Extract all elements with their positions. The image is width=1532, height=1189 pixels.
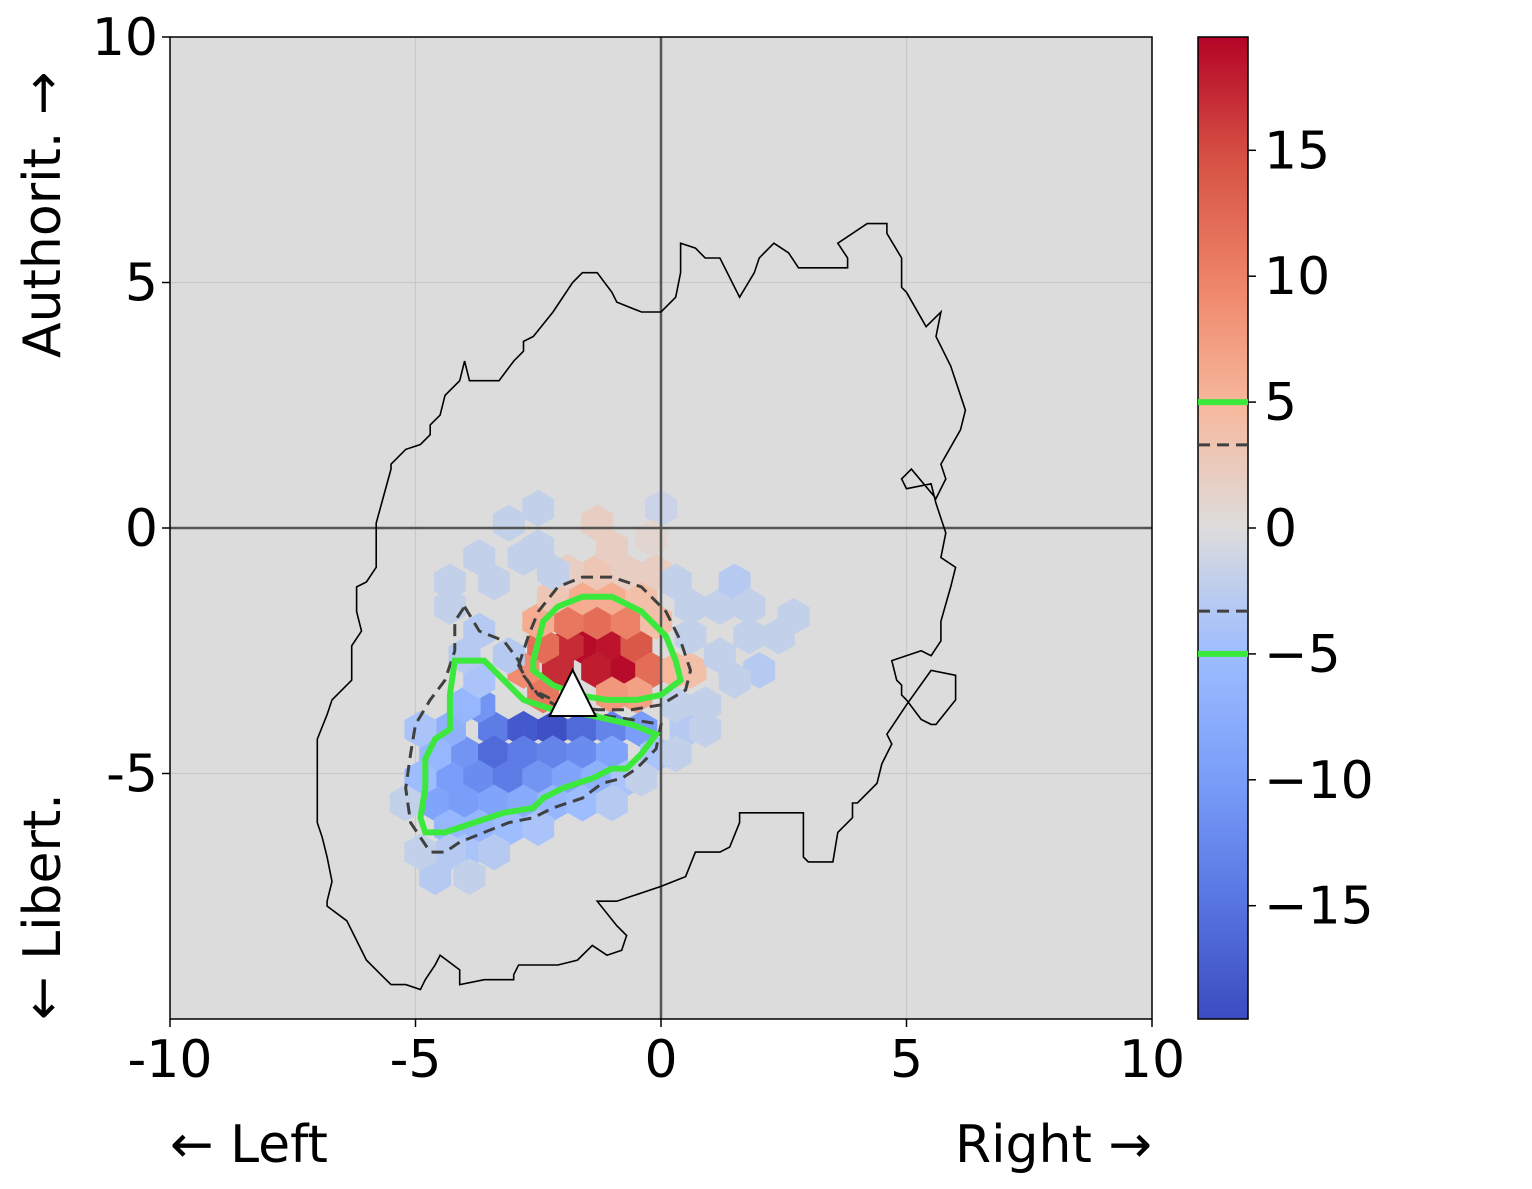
hex-cell [595,627,628,665]
hex-cell [507,735,540,773]
hex-cell [537,553,569,591]
hex-cell [581,504,614,542]
mean-marker [548,667,598,717]
hex-cell [492,504,525,542]
colorbar: 15 10 5 0 −5 −10 −15 [1197,36,1374,1020]
colorbar-tick-label: 10 [1264,247,1330,307]
hex-cell [689,686,722,724]
x-tick-label: -5 [390,1030,442,1090]
hex-cell [595,784,628,822]
y-tick-label: 0 [125,499,158,559]
hex-cell [404,760,437,797]
hex-cell [620,676,653,714]
y-tick-label: 10 [92,8,158,68]
hex-cell [448,784,481,822]
colorbar-tick-label: −5 [1264,625,1341,685]
y-tick-label: -5 [106,745,158,805]
x-label-left: ← Left [170,1115,328,1175]
y-tick-label: 5 [125,254,158,314]
colorbar-gradient [1197,36,1249,1020]
hex-cell [635,651,668,689]
x-tick-label: 5 [890,1030,923,1090]
hex-cell [581,651,614,689]
hex-cell [448,686,481,724]
hex-cell [743,651,776,689]
triangle-marker [548,667,598,717]
hex-cell [433,760,466,797]
y-label-bottom: ← Libert. [13,793,73,1020]
y-label-top: Authorit. → [13,71,73,358]
hex-cell [777,597,810,635]
hex-cell [659,686,692,724]
hex-cell [478,563,510,601]
hex-cell [453,858,486,896]
hex-cell [522,489,555,527]
hex-cell [659,735,692,773]
colorbar-tick-label: 0 [1264,499,1297,559]
outer-contour [316,222,967,991]
hex-cell [389,784,422,822]
colorbar-tick-label: 5 [1264,373,1297,433]
hex-cell [463,661,496,699]
hex-cell [718,661,751,699]
hex-cell [689,710,722,748]
hex-cell [595,676,628,714]
hex-cell [522,602,555,640]
hex-cell [703,588,736,625]
hex-cell [733,588,766,625]
hex-cell [566,710,599,748]
axis-ticks: -10 -5 0 5 10 -5 0 5 10 [92,8,1185,1090]
hex-cell [448,735,481,773]
hex-cell [581,602,614,640]
hex-cell [419,858,452,896]
x-tick-label: -10 [128,1030,213,1090]
contour-negative-dashed [404,603,663,854]
hex-cell [433,809,466,846]
hex-cell [478,833,510,871]
x-tick-label: 0 [644,1030,677,1090]
hex-cell [478,710,510,748]
hex-cell [703,637,736,675]
hex-cell [492,760,525,797]
hex-cell [581,553,614,591]
x-tick-label: 10 [1119,1030,1185,1090]
hex-cell [566,735,599,773]
colorbar-tick-label: −10 [1264,751,1374,811]
zero-axis-lines [170,37,1152,1019]
hex-cell [610,553,643,591]
hex-cell [551,602,584,640]
hex-cell [595,735,628,773]
colorbar-tick-label: 15 [1264,121,1330,181]
hex-cell [537,710,569,748]
hex-cell [537,735,569,773]
hex-cell [718,563,751,601]
hex-cell [595,529,628,567]
x-label-right: Right → [955,1115,1152,1175]
colorbar-tick-label: −15 [1264,877,1374,937]
hex-cell [507,710,540,748]
hex-cell [463,539,496,576]
hex-cell [492,809,525,846]
hex-cell [659,563,692,601]
hex-cell [551,627,584,665]
hex-cell [404,833,437,871]
hex-cell [463,760,496,797]
hex-cell [733,617,766,655]
hex-cell [522,529,555,567]
hex-cell [522,760,555,797]
colorbar-ticks: 15 10 5 0 −5 −10 −15 [1198,121,1374,937]
hex-cell [625,760,658,797]
hex-cell [478,735,510,773]
hex-cell [610,602,643,640]
hex-cell [674,588,707,625]
hex-cell [433,563,466,601]
hex-cell [492,637,525,675]
